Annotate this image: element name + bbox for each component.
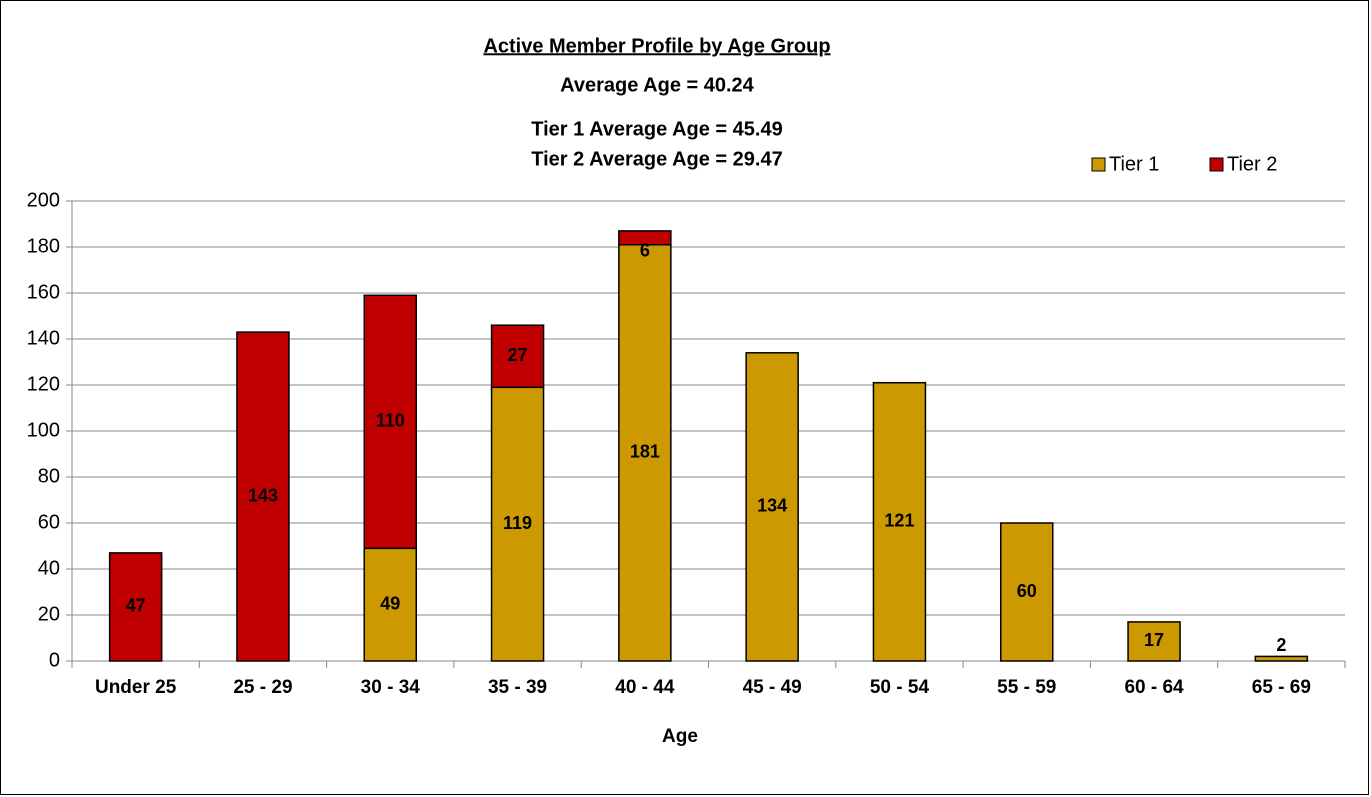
y-tick-label: 120 [27, 373, 60, 395]
data-label: 27 [508, 345, 528, 365]
y-tick-label: 140 [27, 327, 60, 349]
subtitle: Tier 1 Average Age = 45.49 [531, 118, 782, 140]
y-tick-label: 160 [27, 281, 60, 303]
data-label: 181 [630, 442, 660, 462]
data-label: 143 [248, 485, 278, 505]
data-label: 2 [1276, 635, 1286, 655]
bar-segment [236, 331, 290, 662]
x-tick-label: 65 - 69 [1252, 677, 1311, 698]
x-tick-label: 35 - 39 [488, 677, 547, 698]
bar-segment [1000, 522, 1054, 662]
x-tick-label: 60 - 64 [1124, 677, 1184, 698]
x-tick-label: 45 - 49 [743, 677, 802, 698]
chart-title: Active Member Profile by Age Group [483, 35, 830, 57]
bar-segment [1127, 621, 1181, 662]
data-label: 121 [884, 511, 914, 531]
x-axis-label: Age [662, 726, 698, 747]
data-label: 60 [1017, 581, 1037, 601]
bar-segment [108, 552, 163, 662]
x-tick-label: Under 25 [95, 677, 177, 698]
bar-segment [745, 352, 799, 662]
data-label: 6 [640, 240, 650, 260]
subtitle: Tier 2 Average Age = 29.47 [531, 148, 782, 170]
subtitle: Average Age = 40.24 [560, 74, 755, 96]
data-label: 47 [126, 596, 146, 616]
data-label: 134 [757, 496, 787, 516]
legend-swatch [1091, 157, 1106, 172]
y-tick-label: 180 [27, 235, 60, 257]
y-tick-label: 100 [27, 419, 60, 441]
bar-segment [618, 230, 672, 246]
y-tick-label: 0 [49, 649, 60, 671]
x-tick-label: 50 - 54 [870, 677, 930, 698]
y-tick-label: 40 [38, 557, 60, 579]
legend-swatch [1209, 157, 1224, 172]
y-tick-label: 20 [38, 603, 60, 625]
bar-segment [363, 294, 417, 550]
x-tick-label: 30 - 34 [361, 677, 421, 698]
bar-segment [490, 386, 545, 662]
bar-segment [1254, 655, 1309, 662]
x-tick-label: 25 - 29 [233, 677, 292, 698]
x-tick-label: 55 - 59 [997, 677, 1056, 698]
data-label: 119 [503, 513, 532, 533]
y-tick-label: 80 [38, 465, 60, 487]
bar-segment [363, 547, 417, 662]
y-tick-label: 60 [38, 511, 60, 533]
bar-segment [490, 324, 545, 389]
legend-label: Tier 2 [1227, 153, 1277, 175]
data-label: 17 [1144, 630, 1164, 650]
x-tick-label: 40 - 44 [615, 677, 675, 698]
data-label: 110 [376, 411, 405, 431]
legend-label: Tier 1 [1109, 153, 1159, 175]
data-label: 49 [380, 593, 400, 613]
bar-segment [872, 381, 927, 662]
y-tick-label: 200 [27, 189, 60, 211]
